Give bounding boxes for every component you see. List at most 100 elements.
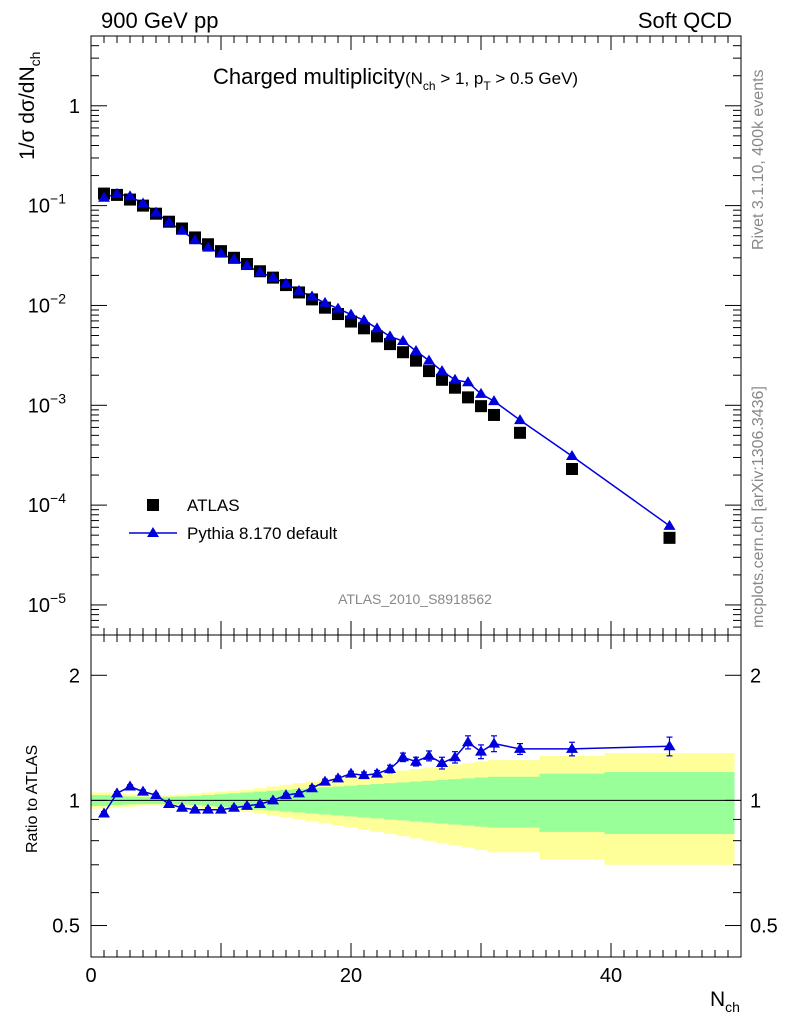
header-right: Soft QCD <box>638 8 732 33</box>
atlas-point <box>566 463 578 476</box>
x-tick-label: 0 <box>85 965 96 987</box>
x-axis-label: Nch <box>710 988 740 1015</box>
ratio-point <box>423 749 435 760</box>
title-sub-t: T <box>483 79 491 93</box>
mc-point <box>566 450 578 461</box>
ratio-point <box>410 755 422 766</box>
atlas-point <box>371 330 383 343</box>
mc-point <box>241 259 253 270</box>
mc-point <box>449 373 461 384</box>
mc-point <box>358 314 370 325</box>
ratio-point <box>137 785 149 796</box>
ratio-y-tick-label: 0.5 <box>52 916 80 938</box>
ratio-point <box>280 789 292 800</box>
atlas-point <box>436 373 448 386</box>
ratio-point <box>332 772 344 783</box>
x-tick-label: 40 <box>600 965 622 987</box>
mc-point <box>267 271 279 282</box>
ratio-line <box>103 741 670 814</box>
ratio-panel: 0 20 40 0.5 0.5 1 1 2 2 <box>52 634 778 987</box>
title-sub-mid: > 1, p <box>436 69 484 88</box>
ratio-point <box>150 789 162 800</box>
y-label-sub: ch <box>27 52 43 67</box>
atlas-point <box>475 400 487 413</box>
ratio-point <box>215 803 227 814</box>
ratio-point <box>98 807 110 818</box>
main-panel: 10−5 10−4 10−3 10−2 10−1 1 <box>28 35 742 636</box>
mc-point <box>514 414 526 425</box>
title-sub-ch: ch <box>423 79 436 93</box>
ratio-y-tick-label-right: 2 <box>750 665 761 687</box>
mc-point <box>319 296 331 307</box>
main-y-tick-label: 10−4 <box>28 490 66 517</box>
mc-point <box>332 302 344 313</box>
ratio-point <box>475 745 487 756</box>
atlas-point <box>423 365 435 378</box>
atlas-point <box>410 354 422 367</box>
uncertainty-band-inner <box>487 776 540 828</box>
ratio-point <box>371 767 383 778</box>
mc-point <box>345 308 357 319</box>
ratio-point <box>449 751 461 762</box>
uncertainty-band-inner <box>448 779 462 825</box>
mc-point <box>436 365 448 376</box>
legend-atlas-label: ATLAS <box>187 496 240 515</box>
analysis-watermark: ATLAS_2010_S8918562 <box>338 591 492 607</box>
y-label-main: 1/σ dσ/dN <box>16 66 39 160</box>
mc-line <box>103 193 670 527</box>
uncertainty-band-inner <box>344 785 358 817</box>
ratio-point <box>111 787 123 798</box>
uncertainty-band-inner <box>409 781 423 822</box>
mc-point <box>293 284 305 295</box>
ratio-point <box>241 799 253 810</box>
ratio-y-label: Ratio to ATLAS <box>24 745 41 853</box>
uncertainty-band-inner <box>474 777 488 827</box>
uncertainty-band-inner <box>539 773 605 832</box>
main-y-tick-label: 1 <box>69 96 80 118</box>
main-y-tick-label: 10−2 <box>28 290 66 317</box>
mc-point <box>202 241 214 252</box>
ratio-point <box>267 794 279 805</box>
ratio-point <box>345 767 357 778</box>
legend-atlas-marker <box>147 499 159 511</box>
main-title: Charged multiplicity(Nch > 1, pT > 0.5 G… <box>213 64 578 93</box>
ratio-point <box>488 737 500 748</box>
main-frame <box>90 35 742 636</box>
uncertainty-band-inner <box>318 787 332 815</box>
atlas-point <box>514 426 526 439</box>
atlas-point <box>397 346 409 359</box>
uncertainty-band-inner <box>422 780 436 823</box>
mc-point <box>475 387 487 398</box>
ratio-point <box>663 740 676 751</box>
mc-point <box>423 354 435 365</box>
ratio-y-tick-label: 1 <box>69 790 80 812</box>
uncertainty-band-inner <box>396 782 410 821</box>
ratio-point <box>228 801 240 812</box>
ratio-point <box>124 780 136 791</box>
mc-point <box>124 190 136 201</box>
mc-point <box>137 197 149 208</box>
ratio-point <box>462 736 474 747</box>
ratio-point <box>189 803 201 814</box>
uncertainty-band-inner <box>435 779 449 824</box>
ratio-point <box>358 769 370 780</box>
atlas-point <box>384 338 396 351</box>
mc-point <box>228 253 240 264</box>
ratio-point <box>254 798 266 809</box>
uncertainty-band-inner <box>331 786 345 816</box>
title-main: Charged multiplicity <box>213 64 405 89</box>
mc-point <box>150 206 162 217</box>
mc-point <box>663 519 676 530</box>
uncertainty-band-inner <box>383 783 397 820</box>
title-sub-pre: (N <box>405 69 423 88</box>
mc-point <box>215 247 227 258</box>
main-y-tick-label: 10−5 <box>28 590 66 617</box>
ratio-point <box>176 801 188 812</box>
atlas-point <box>488 408 500 421</box>
x-label-main: N <box>710 988 725 1011</box>
ratio-y-tick-label-right: 1 <box>750 790 761 812</box>
uncertainty-band-inner <box>370 784 384 819</box>
ratio-point <box>319 775 331 786</box>
rivet-version: Rivet 3.1.10, 400k events <box>750 69 767 250</box>
y-axis-label: 1/σ dσ/dNch <box>16 52 43 160</box>
